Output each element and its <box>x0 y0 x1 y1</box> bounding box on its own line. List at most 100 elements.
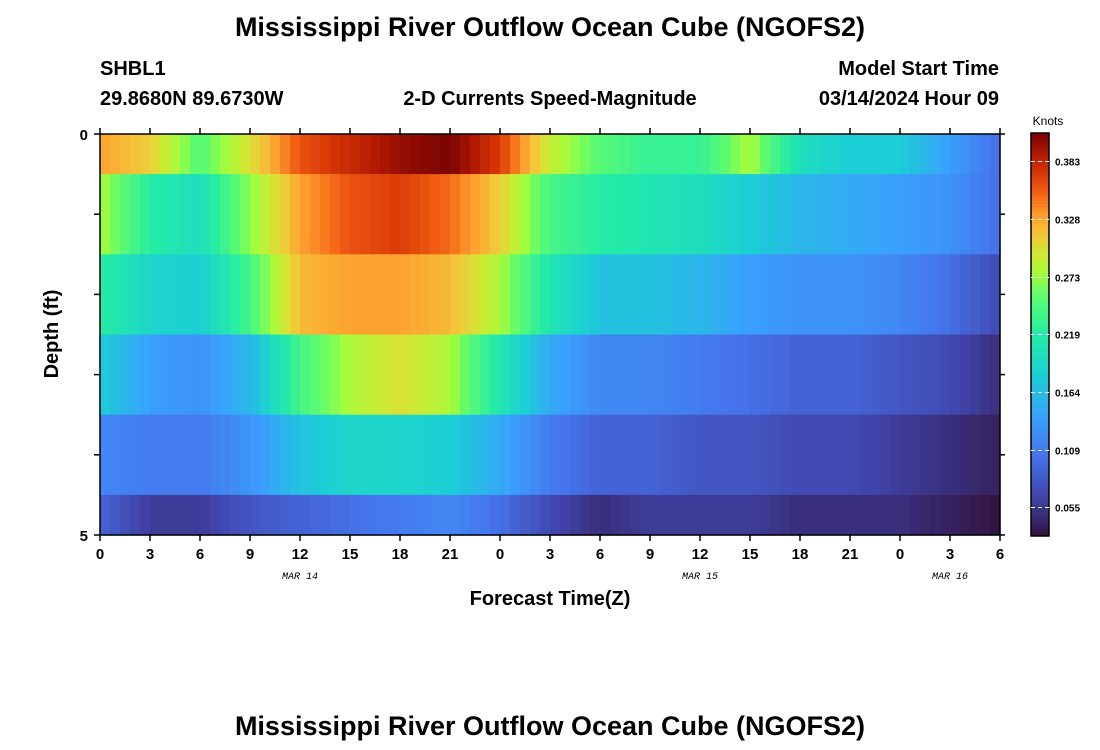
heatmap-cell <box>630 494 641 536</box>
heatmap-cell <box>120 334 131 416</box>
heatmap-cell <box>380 174 391 255</box>
heatmap-cell <box>360 494 371 536</box>
heatmap-cell <box>540 334 551 416</box>
heatmap-cell <box>250 254 261 336</box>
heatmap-cell <box>360 414 371 496</box>
heatmap-cell <box>160 334 171 416</box>
heatmap-cell <box>460 134 471 175</box>
heatmap-cell <box>570 254 581 336</box>
heatmap-cell <box>340 174 351 255</box>
heatmap-cell <box>500 334 511 416</box>
colorbar-segment <box>1031 334 1049 339</box>
heatmap-cell <box>720 334 731 416</box>
colorbar-segment <box>1031 522 1049 527</box>
x-tick-label: 3 <box>946 546 954 563</box>
heatmap-cell <box>630 254 641 336</box>
heatmap-cell <box>800 254 811 336</box>
heatmap-cell <box>310 134 321 175</box>
x-tick-label: 15 <box>742 546 759 563</box>
heatmap-cell <box>380 254 391 336</box>
heatmap-cell <box>340 494 351 536</box>
heatmap-cell <box>670 334 681 416</box>
heatmap-cell <box>140 254 151 336</box>
heatmap-cell <box>820 134 831 175</box>
heatmap-cell <box>880 174 891 255</box>
heatmap-cell <box>730 414 741 496</box>
heatmap-cell <box>960 494 971 536</box>
colorbar-segment <box>1031 233 1049 238</box>
heatmap-cell <box>900 254 911 336</box>
x-tick-label: 0 <box>496 546 504 563</box>
heatmap-cell <box>820 414 831 496</box>
heatmap-cell <box>180 334 191 416</box>
heatmap-cell <box>690 174 701 255</box>
heatmap-cell <box>290 174 301 255</box>
heatmap-cell <box>700 334 711 416</box>
colorbar-segment <box>1031 519 1049 524</box>
heatmap-cell <box>420 174 431 255</box>
heatmap-cell <box>100 254 111 336</box>
heatmap-cell <box>930 254 941 336</box>
colorbar-segment <box>1031 421 1049 426</box>
colorbar-segment <box>1031 310 1049 315</box>
heatmap-cell <box>690 134 701 175</box>
x-tick-label: 6 <box>996 546 1004 563</box>
heatmap-cell <box>240 414 251 496</box>
heatmap-cell <box>130 494 141 536</box>
heatmap-cell <box>570 334 581 416</box>
heatmap-cell <box>280 254 291 336</box>
colorbar-segment <box>1031 435 1049 440</box>
heatmap-cell <box>820 494 831 536</box>
heatmap-cell <box>890 134 901 175</box>
depth-layer <box>100 334 1001 416</box>
colorbar-tick-label: 0.383 <box>1055 157 1080 168</box>
heatmap-cell <box>610 134 621 175</box>
heatmap-cell <box>490 414 501 496</box>
colorbar-segment <box>1031 287 1049 292</box>
heatmap-cell <box>230 414 241 496</box>
heatmap-cell <box>270 414 281 496</box>
colorbar-segment <box>1031 455 1049 460</box>
heatmap-cell <box>470 174 481 255</box>
colorbar-segment <box>1031 415 1049 419</box>
heatmap-cell <box>240 494 251 536</box>
heatmap-cell <box>480 174 491 255</box>
heatmap-cell <box>940 134 951 175</box>
heatmap-cell <box>430 414 441 496</box>
heatmap-cell <box>160 134 171 175</box>
heatmap-cell <box>400 174 411 255</box>
colorbar-segment <box>1031 529 1049 534</box>
heatmap-cell <box>490 174 501 255</box>
heatmap-cell <box>750 254 761 336</box>
heatmap-cell <box>940 494 951 536</box>
colorbar-segment <box>1031 166 1049 171</box>
heatmap-cell <box>570 134 581 175</box>
heatmap-cell <box>270 494 281 536</box>
heatmap-cell <box>800 174 811 255</box>
heatmap-cell <box>840 174 851 255</box>
chart-title: 2-D Currents Speed-Magnitude <box>403 88 696 110</box>
heatmap-cell <box>560 174 571 255</box>
heatmap-cell <box>790 334 801 416</box>
colorbar-segment <box>1031 371 1049 376</box>
heatmap-cell <box>100 494 111 536</box>
heatmap-cell <box>440 334 451 416</box>
heatmap-cell <box>650 174 661 255</box>
heatmap-cell <box>350 134 361 175</box>
colorbar-segment <box>1031 394 1049 399</box>
heatmap-cell <box>450 414 461 496</box>
colorbar-segment <box>1031 485 1049 490</box>
heatmap-cell <box>830 334 841 416</box>
heatmap-cell <box>300 174 311 255</box>
heatmap-cell <box>490 334 501 416</box>
heatmap-cell <box>910 494 921 536</box>
colorbar-segment <box>1031 230 1049 235</box>
heatmap-cell <box>370 494 381 536</box>
heatmap-cell <box>220 254 231 336</box>
heatmap-cell <box>110 494 121 536</box>
heatmap-cell <box>910 134 921 175</box>
colorbar-segment <box>1031 347 1049 352</box>
heatmap-cell <box>990 254 1001 336</box>
heatmap-cell <box>260 494 271 536</box>
